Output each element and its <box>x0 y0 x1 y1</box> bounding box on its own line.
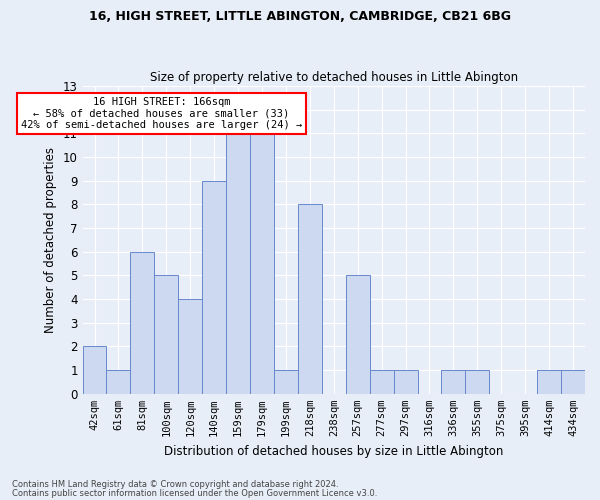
Bar <box>226 134 250 394</box>
Bar <box>346 276 370 394</box>
Bar <box>298 204 322 394</box>
Bar <box>537 370 561 394</box>
Text: 16 HIGH STREET: 166sqm
← 58% of detached houses are smaller (33)
42% of semi-det: 16 HIGH STREET: 166sqm ← 58% of detached… <box>21 96 302 130</box>
X-axis label: Distribution of detached houses by size in Little Abington: Distribution of detached houses by size … <box>164 444 503 458</box>
Bar <box>106 370 130 394</box>
Bar <box>250 134 274 394</box>
Bar <box>202 180 226 394</box>
Bar <box>274 370 298 394</box>
Y-axis label: Number of detached properties: Number of detached properties <box>44 147 57 333</box>
Bar <box>178 299 202 394</box>
Text: 16, HIGH STREET, LITTLE ABINGTON, CAMBRIDGE, CB21 6BG: 16, HIGH STREET, LITTLE ABINGTON, CAMBRI… <box>89 10 511 23</box>
Title: Size of property relative to detached houses in Little Abington: Size of property relative to detached ho… <box>150 70 518 84</box>
Bar <box>130 252 154 394</box>
Bar <box>154 276 178 394</box>
Bar <box>466 370 489 394</box>
Text: Contains HM Land Registry data © Crown copyright and database right 2024.: Contains HM Land Registry data © Crown c… <box>12 480 338 489</box>
Bar <box>442 370 466 394</box>
Bar <box>394 370 418 394</box>
Text: Contains public sector information licensed under the Open Government Licence v3: Contains public sector information licen… <box>12 488 377 498</box>
Bar <box>561 370 585 394</box>
Bar <box>83 346 106 394</box>
Bar <box>370 370 394 394</box>
